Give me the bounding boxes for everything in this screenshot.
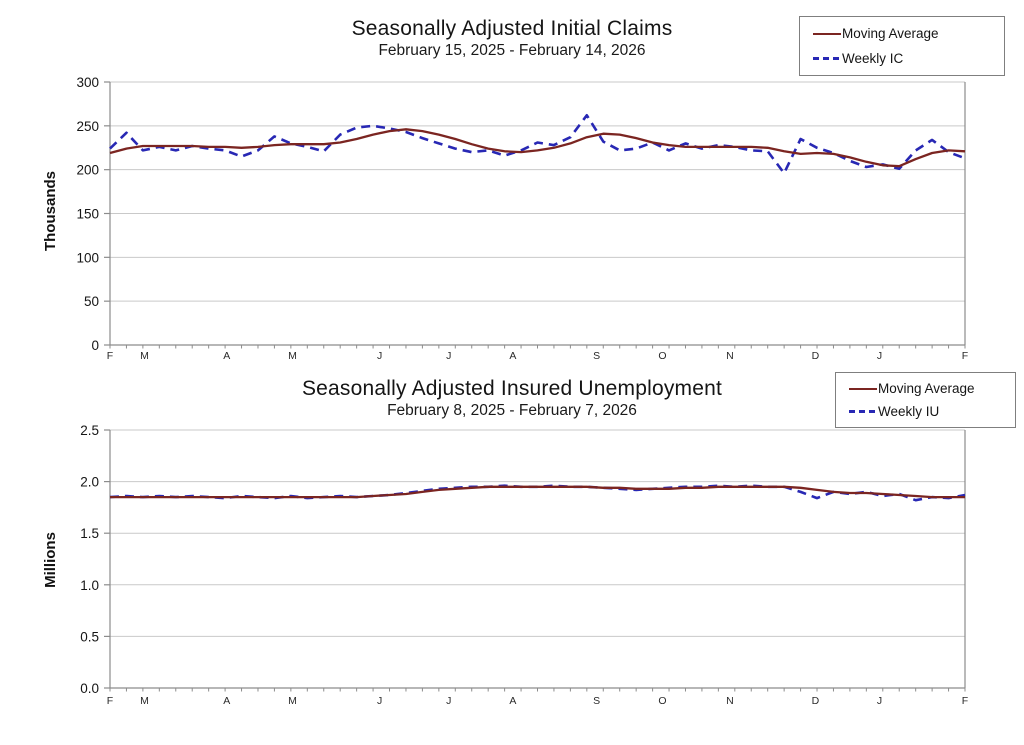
x-month-label: N: [726, 695, 734, 707]
insured-unemployment-chart: Seasonally Adjusted Insured Unemployment…: [0, 365, 1024, 745]
y-tick-label: 150: [76, 207, 99, 222]
x-month-label: D: [812, 350, 820, 362]
legend-item-weekly-iu: Weekly IU: [849, 404, 1015, 419]
weekly-ic-line-swatch-icon: [813, 56, 839, 60]
x-month-label: O: [658, 695, 666, 707]
x-month-label: A: [223, 350, 230, 362]
moving-average-line-swatch-icon: [813, 32, 841, 35]
initial-claims-chart: Seasonally Adjusted Initial Claims Febru…: [0, 0, 1024, 365]
legend-label-moving-average: Moving Average: [878, 381, 975, 396]
initial-claims-chart-title: Seasonally Adjusted Initial Claims: [351, 17, 673, 40]
y-tick-label: 2.0: [80, 475, 99, 490]
x-month-label: J: [446, 350, 451, 362]
y-tick-label: 1.5: [80, 526, 99, 541]
initial-claims-legend: Moving Average Weekly IC: [799, 16, 1005, 76]
x-month-label: M: [140, 695, 149, 707]
y-tick-label: 0: [91, 338, 99, 353]
y-tick-label: 1.0: [80, 578, 99, 593]
weekly-ic-line: [109, 114, 966, 175]
x-month-label: M: [288, 695, 297, 707]
x-month-label: J: [877, 695, 882, 707]
x-month-label: J: [377, 695, 382, 707]
y-tick-label: 200: [76, 163, 99, 178]
moving-average-line: [109, 128, 966, 168]
x-month-label: N: [726, 350, 734, 362]
legend-item-moving-average: Moving Average: [813, 26, 1004, 41]
x-month-label: S: [593, 350, 600, 362]
y-tick-label: 0.0: [80, 681, 99, 696]
insured-unemployment-chart-title: Seasonally Adjusted Insured Unemployment: [301, 377, 723, 400]
x-month-label: A: [223, 695, 230, 707]
x-month-label: F: [107, 695, 113, 707]
x-month-label: F: [962, 350, 968, 362]
x-month-label: A: [509, 350, 516, 362]
y-tick-label: 2.5: [80, 423, 99, 438]
moving-average-line: [110, 485, 965, 499]
initial-claims-plot-area: 0 50 100 150 200 250 300 F M A M J J A S O N D J F: [76, 75, 968, 362]
x-month-label: F: [962, 695, 968, 707]
x-month-label: M: [140, 350, 149, 362]
weekly-iu-line-swatch-icon: [849, 410, 875, 413]
initial-claims-chart-subtitle: February 15, 2025 - February 14, 2026: [378, 42, 646, 59]
x-month-label: D: [812, 695, 820, 707]
y-tick-label: 250: [76, 119, 99, 134]
insured-unemployment-legend: Moving Average Weekly IU: [835, 372, 1016, 428]
x-month-label: M: [288, 350, 297, 362]
x-month-label: A: [509, 695, 516, 707]
legend-label-weekly-iu: Weekly IU: [878, 404, 940, 419]
legend-item-weekly-ic: Weekly IC: [813, 51, 1004, 66]
legend-label-moving-average: Moving Average: [842, 26, 939, 42]
x-month-label: O: [658, 350, 666, 362]
insured-unemployment-plot-area: 0.0 0.5 1.0 1.5 2.0 2.5 F M A M J J A S O N D J F: [80, 423, 968, 707]
x-month-label: J: [877, 350, 882, 362]
y-tick-label: 0.5: [80, 629, 99, 644]
x-month-label: F: [107, 350, 113, 362]
x-month-label: J: [377, 350, 382, 362]
legend-item-moving-average: Moving Average: [849, 381, 1015, 396]
y-tick-label: 100: [76, 250, 99, 265]
moving-average-line-swatch-icon: [849, 387, 877, 390]
x-month-label: J: [446, 695, 451, 707]
insured-unemployment-chart-subtitle: February 8, 2025 - February 7, 2026: [387, 402, 637, 419]
legend-label-weekly-ic: Weekly IC: [842, 50, 904, 66]
y-tick-label: 300: [76, 75, 99, 90]
y-tick-label: 50: [84, 294, 99, 309]
x-month-label: S: [593, 695, 600, 707]
